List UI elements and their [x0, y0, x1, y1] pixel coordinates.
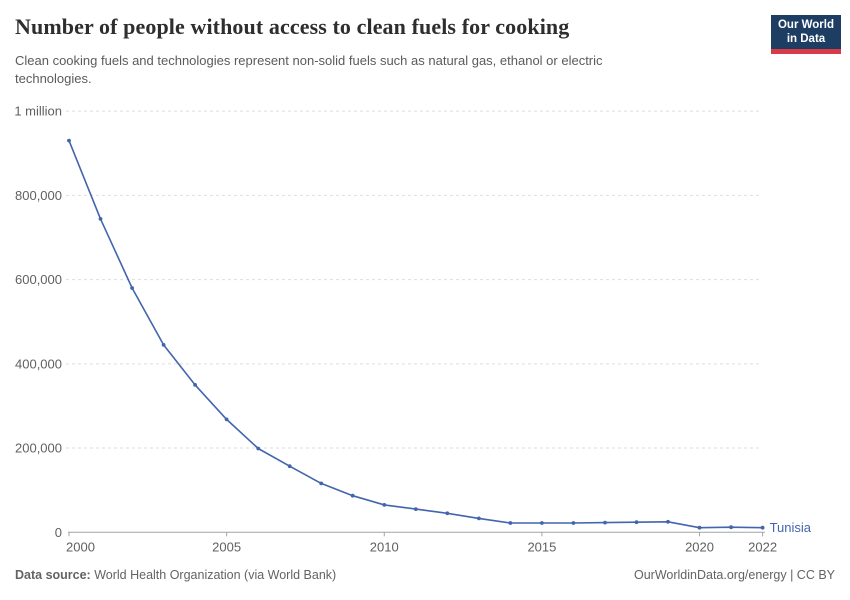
data-point [603, 520, 607, 525]
data-source-label: Data source: [15, 568, 91, 582]
page-subtitle: Clean cooking fuels and technologies rep… [15, 53, 603, 86]
owid-logo-line1: Our World [777, 19, 834, 31]
data-point [571, 521, 576, 525]
x-tick-label: 2005 [212, 539, 241, 554]
data-point [382, 503, 387, 507]
owid-logo-line2: in Data [786, 32, 826, 45]
data-point [193, 383, 198, 387]
data-point [256, 446, 261, 451]
data-point [350, 493, 355, 498]
data-point [130, 286, 135, 290]
data-point [224, 417, 229, 422]
data-point [634, 520, 639, 525]
data-point [508, 521, 513, 525]
data-source: Data source: World Health Organization (… [15, 568, 336, 582]
y-tick-label: 600,000 [15, 272, 62, 287]
series-line [68, 140, 763, 529]
data-point [445, 511, 450, 516]
x-tick-label: 2022 [748, 539, 777, 554]
page-title: Number of people without access to clean… [15, 14, 570, 39]
x-tick-label: 2020 [685, 539, 714, 554]
series-label-tunisia: Tunisia [770, 520, 812, 535]
x-tick-label: 2015 [527, 539, 556, 554]
y-tick-label: 0 [55, 525, 62, 540]
data-point [287, 464, 292, 469]
data-point [161, 343, 166, 347]
x-tick-label: 2010 [370, 539, 399, 554]
data-point [477, 516, 481, 521]
y-tick-label: 1 million [14, 104, 62, 119]
data-point [697, 525, 702, 530]
data-source-text: World Health Organization (via World Ban… [90, 568, 337, 582]
x-tick-label: 2000 [66, 539, 95, 554]
data-point [760, 525, 765, 530]
credit-line: OurWorldinData.org/energy | CC BY [633, 568, 835, 582]
data-point [666, 519, 670, 524]
chart-footer: Data source: World Health Organization (… [15, 568, 835, 582]
data-point [67, 138, 71, 143]
data-point [98, 217, 103, 221]
data-point [729, 525, 733, 530]
y-tick-label: 800,000 [15, 188, 62, 203]
data-point [319, 481, 324, 486]
y-tick-label: 400,000 [15, 356, 62, 371]
owid-logo: Our World in Data [771, 15, 841, 54]
data-point [413, 507, 418, 511]
y-tick-label: 200,000 [15, 441, 62, 456]
data-point [540, 521, 544, 525]
